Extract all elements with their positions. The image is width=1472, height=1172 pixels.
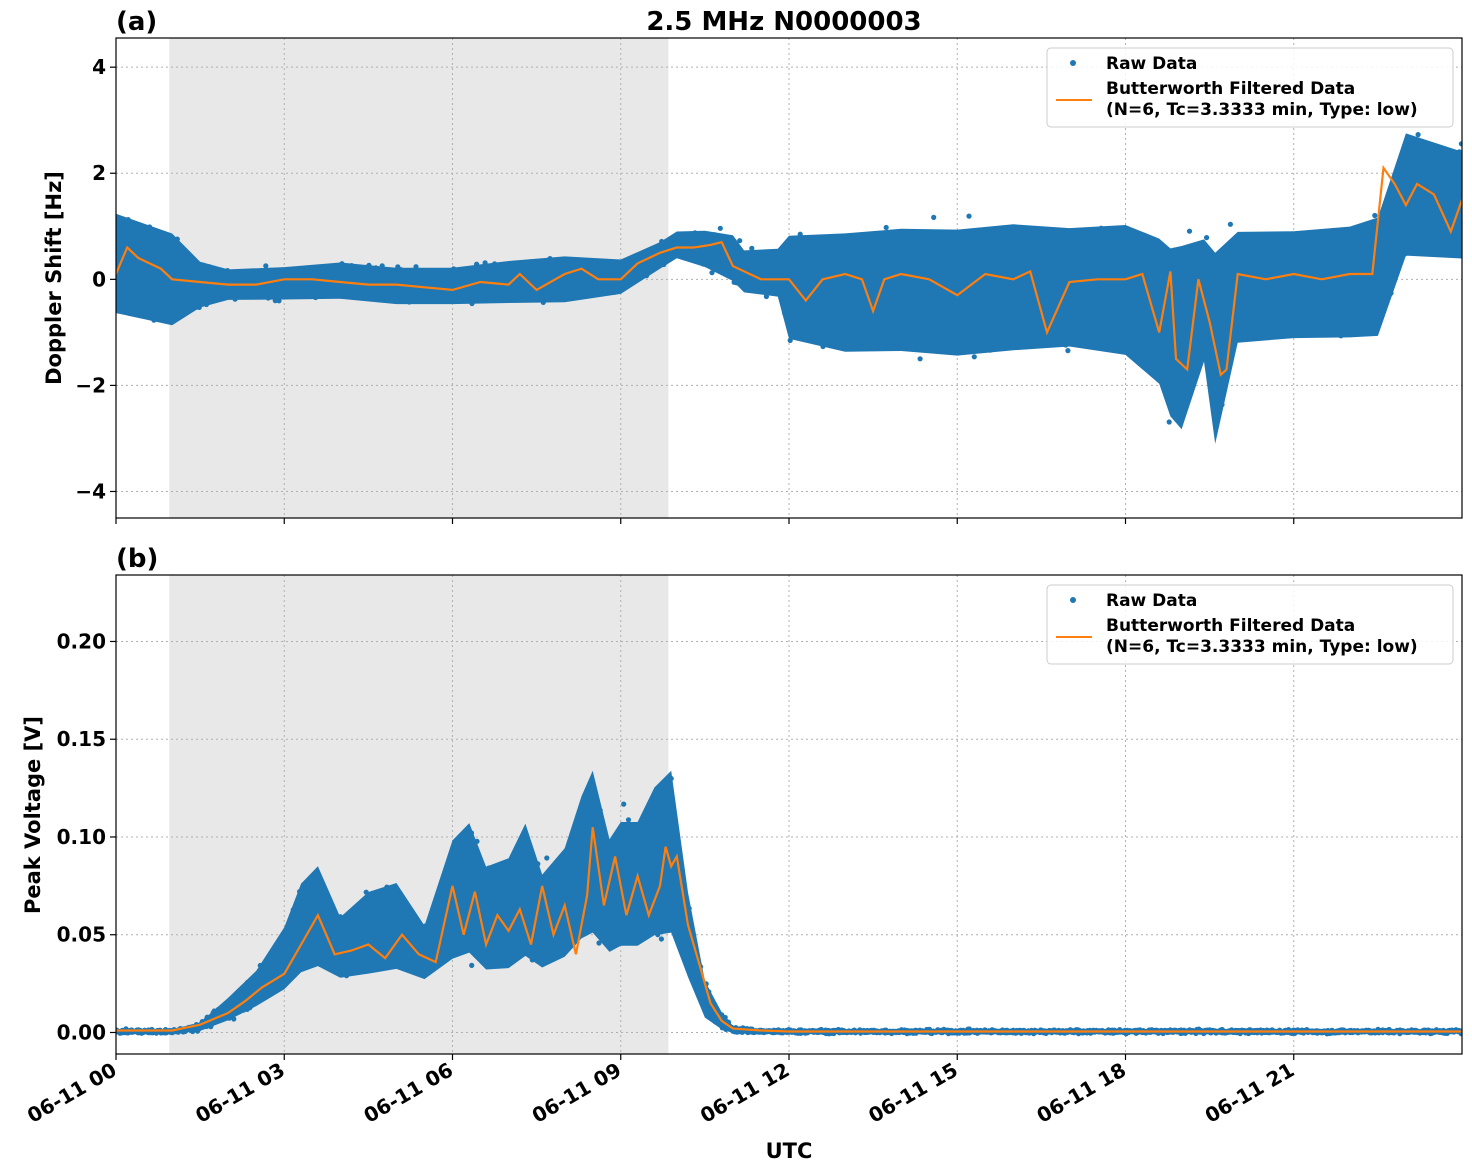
- y-tick-label-a: −4: [75, 479, 106, 503]
- y-axis-label-b: Peak Voltage [V]: [21, 716, 45, 914]
- raw-point: [1458, 141, 1462, 147]
- raw-point: [469, 962, 475, 969]
- raw-point: [1227, 221, 1233, 227]
- y-tick-label-a: 0: [92, 267, 106, 291]
- legend-marker-raw: [1070, 60, 1076, 66]
- x-axis-label: UTC: [766, 1139, 813, 1163]
- y-tick-label-a: −2: [75, 373, 106, 397]
- legend-box-a: [1046, 47, 1454, 128]
- raw-point: [966, 213, 972, 219]
- legend-entry-filtered: Butterworth Filtered Data: [1106, 79, 1355, 99]
- filtered-line-a: [116, 164, 1462, 377]
- raw-point: [717, 225, 723, 231]
- y-axis-label-a: Doppler Shift [Hz]: [42, 171, 66, 385]
- raw-point: [544, 855, 550, 861]
- y-tick-label-a: 2: [92, 161, 106, 185]
- raw-point: [1065, 348, 1071, 354]
- legend-entry-filter-params: (N=6, Tc=3.3333 min, Type: low): [1106, 100, 1418, 120]
- raw-point: [1372, 212, 1378, 219]
- panel-label-a: (a): [116, 7, 157, 37]
- raw-point: [625, 817, 632, 823]
- raw-point: [749, 245, 755, 251]
- raw-point: [1186, 228, 1193, 234]
- raw-point: [658, 936, 665, 942]
- panel-label-b: (b): [116, 544, 158, 574]
- raw-point: [883, 224, 889, 231]
- panel-a-doppler-shift: (a) Doppler Shift [Hz] 4 2 0 −2 −4 Raw Data Bu…: [42, 7, 1463, 524]
- raw-point: [263, 263, 269, 269]
- y-tick-label-a: 4: [92, 55, 106, 79]
- figure-title: 2.5 MHz N0000003: [646, 7, 921, 37]
- legend-a: Raw Data Butterworth Filtered Data(N=6, T…: [1046, 47, 1454, 128]
- raw-point: [917, 356, 923, 362]
- raw-point: [971, 354, 977, 360]
- raw-point: [709, 270, 715, 276]
- raw-point: [737, 238, 743, 244]
- raw-point: [931, 214, 937, 220]
- legend-entry-raw: Raw Data: [1106, 54, 1197, 74]
- raw-point: [1415, 132, 1421, 138]
- raw-data-band-a: [116, 133, 1462, 444]
- raw-point: [596, 940, 602, 946]
- raw-point: [621, 801, 627, 807]
- raw-point: [1166, 419, 1172, 425]
- panel-b-peak-voltage: (b) Peak Voltage [V] 0.200.150.100.050.0…: [21, 544, 1463, 1060]
- raw-point: [1204, 235, 1210, 241]
